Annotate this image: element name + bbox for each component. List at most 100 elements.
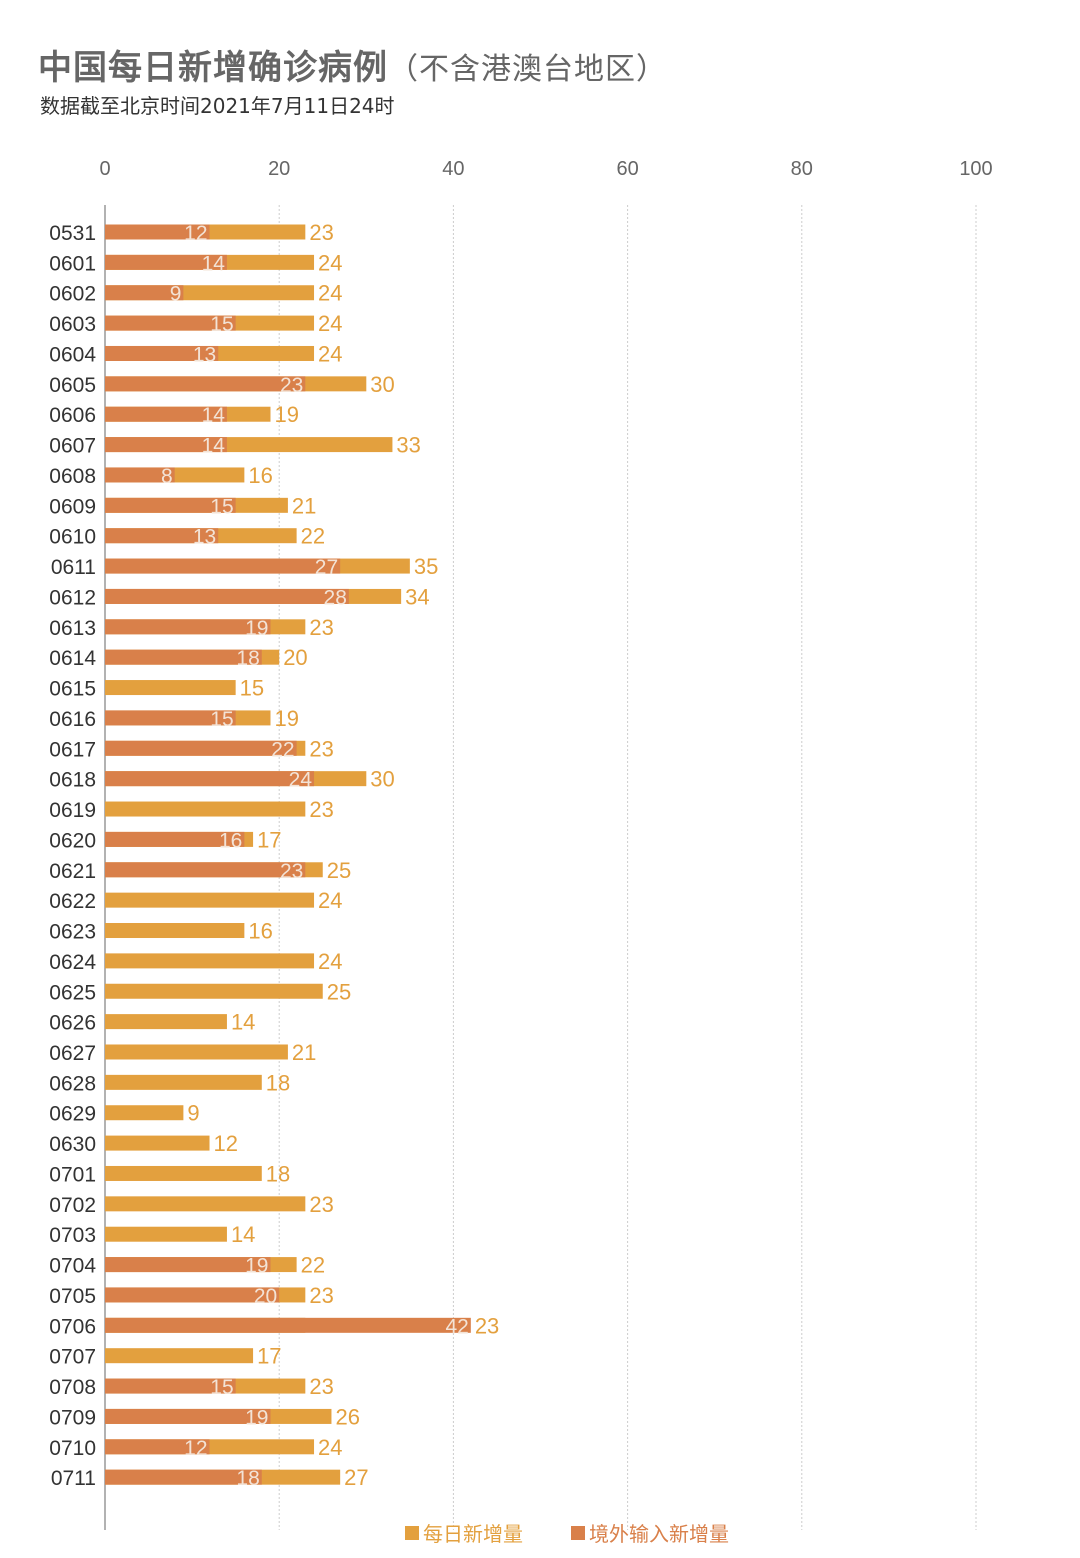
data-label-daily: 24 bbox=[318, 281, 342, 306]
legend-swatch-imported bbox=[571, 1525, 585, 1540]
y-tick-label: 0617 bbox=[49, 738, 96, 761]
data-label-daily: 24 bbox=[318, 341, 342, 366]
data-label-daily: 20 bbox=[283, 645, 307, 670]
y-tick-label: 0621 bbox=[49, 860, 96, 883]
data-label-daily: 12 bbox=[214, 1131, 238, 1156]
x-tick-label: 100 bbox=[959, 158, 992, 180]
data-label-imported: 22 bbox=[271, 738, 294, 761]
data-label-imported: 19 bbox=[245, 617, 268, 640]
data-label-daily: 21 bbox=[292, 1040, 316, 1065]
y-tick-label: 0604 bbox=[49, 343, 96, 366]
data-label-daily: 22 bbox=[301, 524, 325, 549]
legend-item-daily: 每日新增量 bbox=[405, 1518, 523, 1547]
y-tick-label: 0711 bbox=[51, 1467, 96, 1490]
data-label-imported: 15 bbox=[210, 1376, 233, 1399]
data-label-imported: 12 bbox=[184, 1437, 207, 1460]
bar-daily bbox=[105, 680, 236, 696]
y-tick-label: 0611 bbox=[51, 556, 96, 579]
y-tick-label: 0629 bbox=[49, 1103, 96, 1126]
data-label-imported: 15 bbox=[210, 313, 233, 336]
bar-imported bbox=[105, 1317, 471, 1333]
y-tick-label: 0602 bbox=[49, 283, 96, 306]
data-label-daily: 24 bbox=[318, 1435, 342, 1460]
bar-imported bbox=[105, 710, 236, 726]
bar-daily bbox=[105, 1105, 184, 1121]
y-tick-label: 0605 bbox=[49, 374, 96, 397]
data-label-daily: 24 bbox=[318, 311, 342, 336]
bar-daily bbox=[105, 1014, 227, 1030]
bar-daily bbox=[105, 1348, 254, 1364]
data-label-imported: 8 bbox=[161, 465, 173, 488]
data-label-daily: 26 bbox=[335, 1404, 359, 1429]
data-label-daily: 19 bbox=[274, 402, 298, 427]
y-tick-label: 0618 bbox=[49, 769, 96, 792]
y-tick-label: 0704 bbox=[49, 1255, 96, 1278]
y-tick-label: 0531 bbox=[49, 222, 96, 245]
data-label-daily: 23 bbox=[309, 1192, 333, 1217]
data-label-daily: 23 bbox=[309, 1283, 333, 1308]
data-label-daily: 16 bbox=[248, 463, 272, 488]
y-tick-label: 0624 bbox=[49, 951, 96, 974]
data-label-daily: 34 bbox=[405, 584, 429, 609]
y-tick-label: 0626 bbox=[49, 1012, 96, 1035]
y-tick-label: 0620 bbox=[49, 829, 96, 852]
bar-daily bbox=[105, 1196, 306, 1212]
data-label-imported: 13 bbox=[193, 526, 216, 549]
bar-imported bbox=[105, 1287, 280, 1303]
bar-daily bbox=[105, 1165, 262, 1181]
legend-label-imported: 境外输入新增量 bbox=[589, 1522, 729, 1546]
bar-imported bbox=[105, 497, 236, 513]
bar-imported bbox=[105, 588, 349, 604]
data-label-daily: 30 bbox=[370, 767, 394, 792]
data-label-daily: 21 bbox=[292, 493, 316, 518]
data-label-daily: 23 bbox=[475, 1313, 499, 1338]
bar-daily bbox=[105, 1135, 210, 1151]
data-label-daily: 24 bbox=[318, 949, 342, 974]
bar-daily bbox=[105, 923, 245, 939]
bar-imported bbox=[105, 1408, 271, 1424]
y-tick-label: 0603 bbox=[49, 313, 96, 336]
data-label-imported: 19 bbox=[245, 1255, 268, 1278]
data-label-daily: 23 bbox=[309, 797, 333, 822]
y-tick-label: 0614 bbox=[49, 647, 96, 670]
bar-imported bbox=[105, 649, 262, 665]
data-label-daily: 18 bbox=[266, 1161, 290, 1186]
bar-imported bbox=[105, 285, 184, 301]
data-label-imported: 15 bbox=[210, 495, 233, 518]
data-label-imported: 16 bbox=[219, 829, 242, 852]
data-label-daily: 15 bbox=[240, 676, 264, 701]
y-tick-label: 0707 bbox=[49, 1346, 96, 1369]
data-label-daily: 23 bbox=[309, 736, 333, 761]
data-label-imported: 14 bbox=[202, 435, 226, 458]
bar-imported bbox=[105, 831, 245, 847]
y-tick-label: 0625 bbox=[49, 981, 96, 1004]
y-tick-label: 0703 bbox=[49, 1224, 96, 1247]
y-tick-label: 0608 bbox=[49, 465, 96, 488]
data-label-daily: 17 bbox=[257, 1344, 281, 1369]
bar-imported bbox=[105, 1378, 236, 1394]
y-tick-label: 0701 bbox=[49, 1163, 96, 1186]
data-label-imported: 23 bbox=[280, 860, 303, 883]
bar-imported bbox=[105, 345, 219, 361]
data-label-daily: 35 bbox=[414, 554, 438, 579]
title-main: 中国每日新增确诊病例 bbox=[38, 48, 388, 88]
data-label-imported: 14 bbox=[202, 252, 226, 275]
y-tick-label: 0702 bbox=[49, 1194, 96, 1217]
bar-daily bbox=[105, 953, 315, 969]
y-tick-label: 0613 bbox=[49, 617, 96, 640]
data-label-imported: 18 bbox=[236, 647, 259, 670]
x-tick-label: 60 bbox=[616, 158, 638, 180]
bar-imported bbox=[105, 528, 219, 544]
y-tick-label: 0612 bbox=[49, 586, 96, 609]
chart-subtitle: 数据截至北京时间2021年7月11日24时 bbox=[40, 94, 395, 118]
data-label-daily: 18 bbox=[266, 1070, 290, 1095]
y-tick-label: 0709 bbox=[49, 1406, 96, 1429]
data-label-daily: 33 bbox=[396, 433, 420, 458]
data-label-imported: 13 bbox=[193, 343, 216, 366]
data-label-imported: 18 bbox=[236, 1467, 259, 1490]
data-label-daily: 19 bbox=[274, 706, 298, 731]
bar-imported bbox=[105, 376, 306, 392]
y-tick-label: 0601 bbox=[49, 252, 96, 275]
x-tick-label: 20 bbox=[268, 158, 290, 180]
